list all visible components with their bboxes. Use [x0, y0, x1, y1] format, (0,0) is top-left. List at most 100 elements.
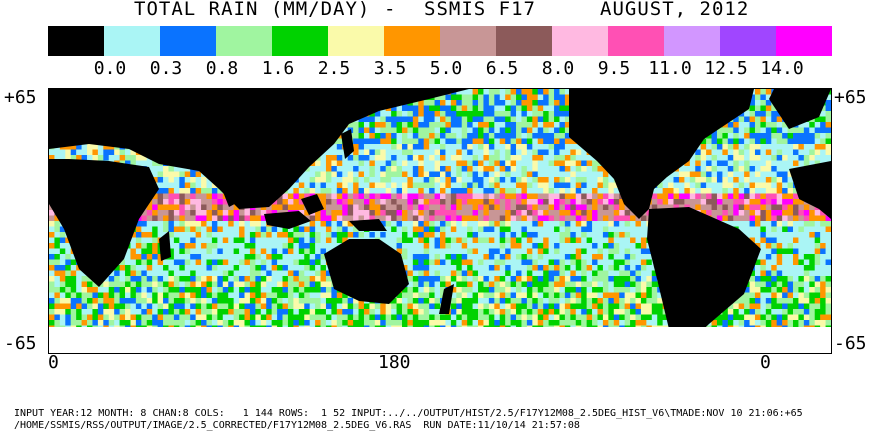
rain-cell — [559, 149, 566, 156]
rain-cell — [287, 237, 294, 244]
rain-cell — [184, 204, 191, 211]
rain-cell — [706, 182, 713, 189]
rain-cell — [505, 237, 512, 244]
rain-cell — [54, 276, 61, 282]
rain-cell — [401, 160, 408, 167]
rain-cell — [787, 221, 794, 227]
rain-cell — [706, 199, 713, 205]
rain-cell — [537, 166, 544, 172]
rain-cell — [597, 199, 604, 205]
rain-cell — [146, 265, 153, 271]
rain-cell — [733, 122, 740, 128]
rain-cell — [217, 193, 224, 200]
rain-cell — [706, 177, 713, 183]
rain-cell — [516, 177, 522, 183]
rain-cell — [635, 254, 642, 260]
rain-map-canvas — [49, 89, 831, 353]
rain-cell — [49, 232, 55, 238]
rain-cell — [782, 215, 789, 222]
rain-cell — [532, 188, 539, 194]
rain-cell — [619, 243, 626, 249]
rain-cell — [266, 232, 273, 238]
rain-cell — [548, 105, 555, 112]
rain-cell — [727, 182, 734, 189]
rain-cell — [407, 188, 414, 194]
rain-cell — [211, 188, 218, 194]
rain-cell — [423, 265, 430, 271]
rain-cell — [325, 215, 332, 222]
rain-cell — [499, 199, 506, 205]
rain-cell — [173, 226, 180, 233]
rain-cell — [320, 237, 327, 244]
rain-cell — [782, 243, 789, 249]
rain-cell — [820, 270, 827, 277]
color-swatch — [328, 26, 384, 56]
rain-cell — [771, 221, 778, 227]
rain-cell — [613, 248, 620, 255]
rain-cell — [87, 149, 93, 156]
rain-cell — [548, 127, 555, 134]
rain-cell — [49, 237, 55, 244]
rain-cell — [570, 237, 577, 244]
rain-cell — [418, 122, 425, 128]
rain-cell — [320, 166, 327, 172]
rain-cell — [342, 226, 349, 233]
rain-cell — [325, 160, 332, 167]
rain-cell — [434, 248, 441, 255]
rain-cell — [798, 155, 805, 161]
rain-cell — [423, 149, 430, 156]
rain-cell — [309, 276, 316, 282]
rain-cell — [325, 171, 332, 178]
rain-cell — [418, 270, 425, 277]
rain-cell — [765, 215, 772, 222]
rain-cell — [70, 149, 77, 156]
rain-cell — [749, 155, 756, 161]
rain-cell — [49, 215, 55, 222]
rain-cell — [472, 215, 479, 222]
rain-cell — [711, 177, 718, 183]
rain-cell — [298, 265, 305, 271]
rain-cell — [564, 144, 571, 150]
rain-cell — [526, 155, 533, 161]
rain-cell — [488, 182, 495, 189]
rain-cell — [423, 177, 430, 183]
rain-cell — [434, 149, 441, 156]
rain-cell — [776, 138, 783, 145]
rain-cell — [59, 259, 66, 266]
rain-cell — [494, 265, 501, 271]
rain-cell — [662, 182, 669, 189]
rain-cell — [434, 155, 441, 161]
rain-cell — [548, 265, 555, 271]
rain-cell — [630, 232, 636, 238]
rain-cell — [575, 221, 582, 227]
rain-cell — [760, 210, 767, 216]
rain-cell — [401, 171, 408, 178]
rain-cell — [434, 160, 441, 167]
rain-cell — [228, 248, 235, 255]
rain-cell — [385, 149, 392, 156]
rain-cell — [412, 226, 419, 233]
rain-cell — [467, 204, 474, 211]
rain-cell — [483, 199, 490, 205]
rain-cell — [613, 270, 620, 277]
rain-cell — [727, 166, 734, 172]
rain-cell — [554, 226, 560, 233]
rain-cell — [771, 265, 778, 271]
rain-cell — [233, 226, 240, 233]
rain-cell — [754, 265, 761, 271]
rain-cell — [700, 138, 707, 145]
color-swatch — [552, 26, 608, 56]
rain-cell — [657, 188, 664, 194]
rain-cell — [54, 254, 61, 260]
rain-cell — [266, 243, 273, 249]
rain-cell — [754, 215, 761, 222]
rain-cell — [391, 232, 398, 238]
rain-cell — [407, 232, 414, 238]
rain-cell — [461, 259, 468, 266]
rain-cell — [249, 254, 256, 260]
rain-cell — [494, 94, 501, 101]
rain-cell — [711, 204, 718, 211]
rain-cell — [478, 89, 484, 95]
rain-cell — [228, 210, 235, 216]
rain-cell — [239, 210, 245, 216]
